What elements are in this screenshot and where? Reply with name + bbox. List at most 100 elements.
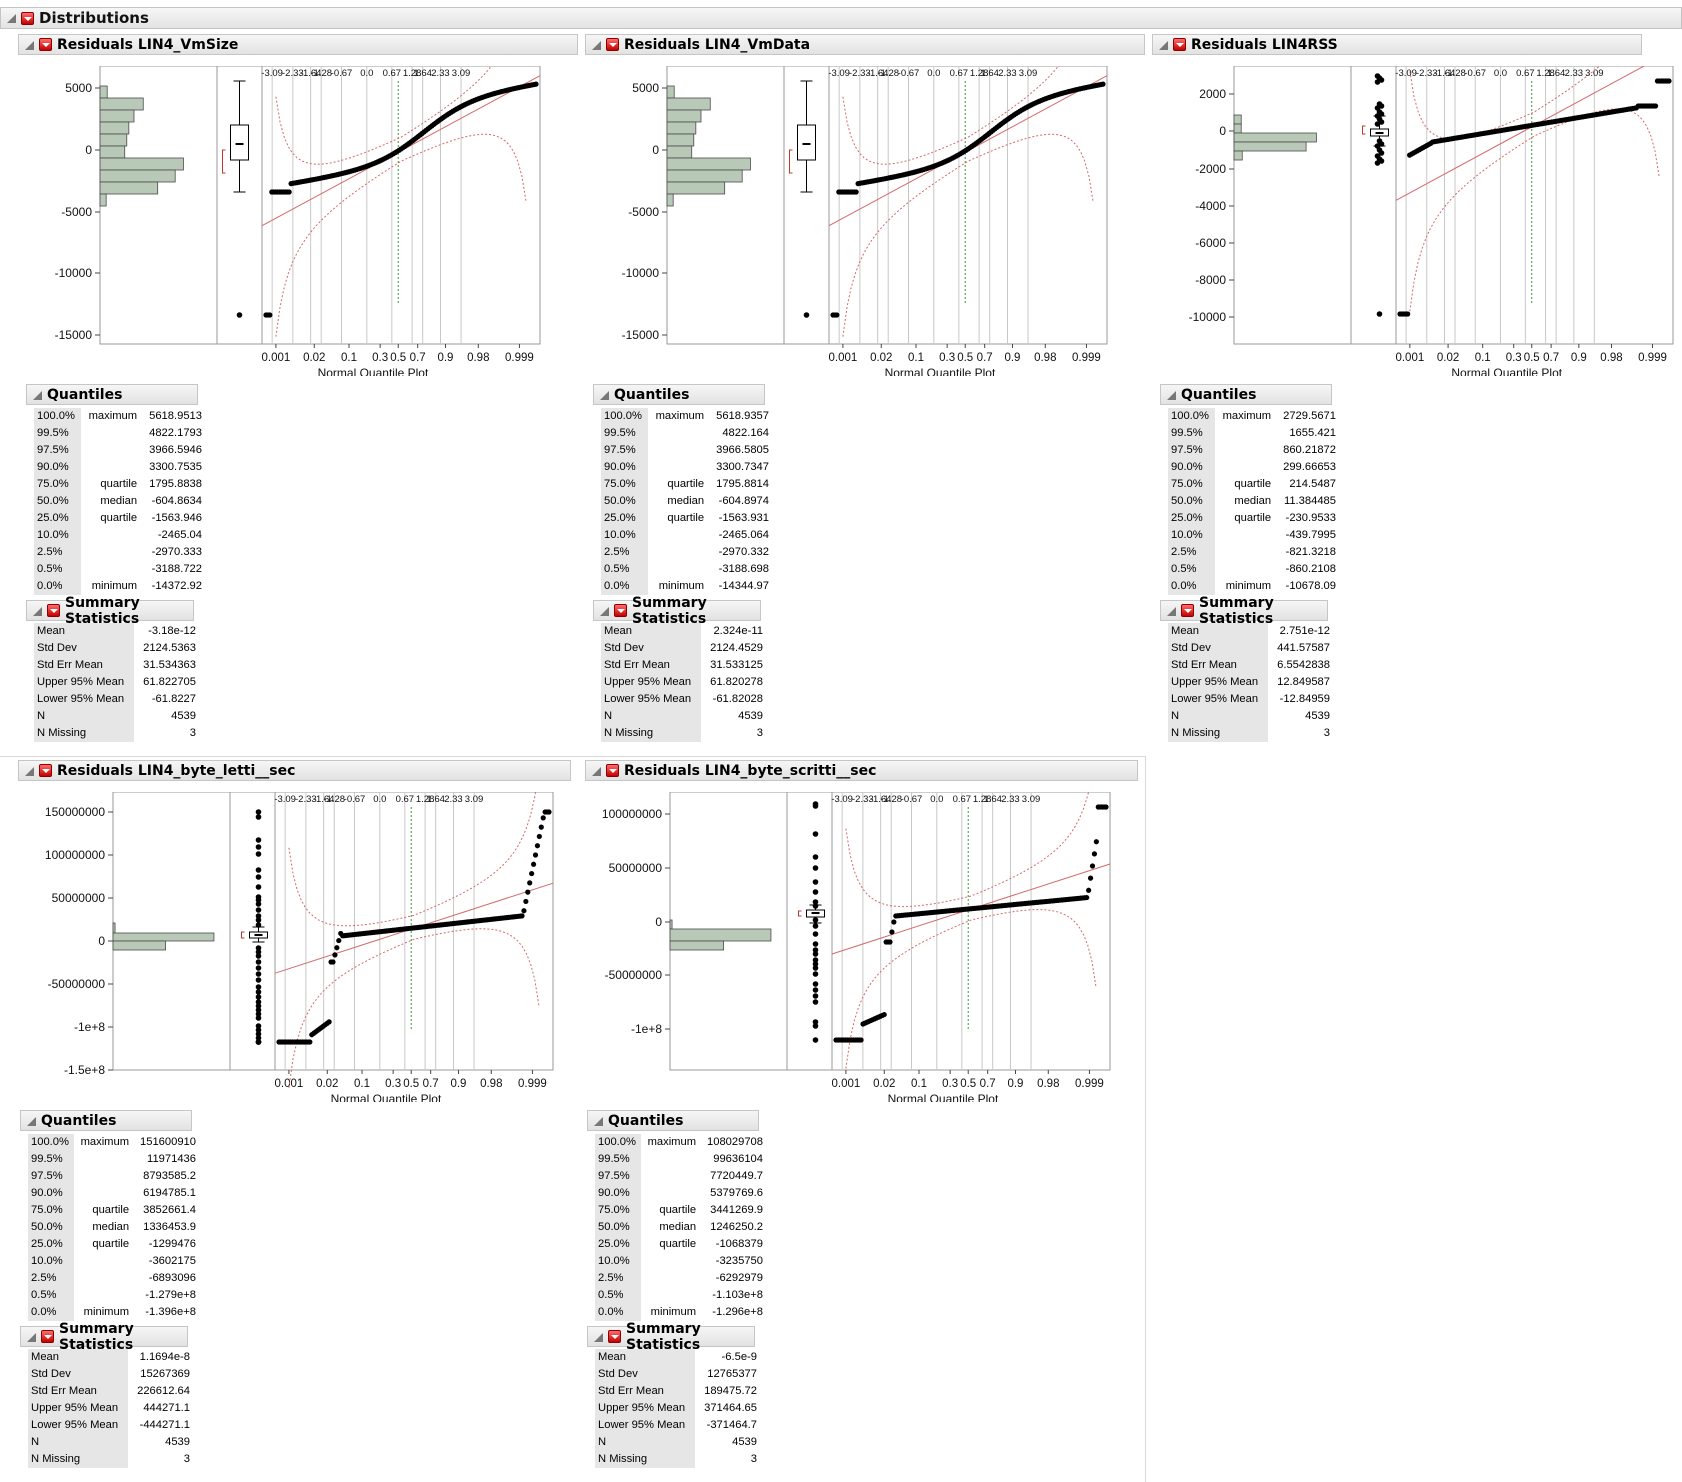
red-triangle-menu-icon[interactable] [608, 1330, 621, 1343]
disclosure-icon[interactable] [27, 1332, 37, 1342]
nqp-top-tick-label: 0.0 [927, 68, 940, 79]
quantile-level: 100.0% [1168, 408, 1215, 425]
nqp-top-tick-label: -1.28 [880, 794, 902, 805]
summary-header[interactable]: Summary Statistics [20, 1321, 188, 1353]
quantile-row: 99.5% 11971436 [28, 1151, 200, 1168]
distribution-plot[interactable]: 100000000 50000000 0 -50000000 -1e+8 -3.09 -2.… [597, 792, 1120, 1102]
quantile-row: 2.5% -2970.332 [601, 544, 773, 561]
histogram-bar [666, 157, 751, 171]
box-outlier-point [812, 993, 819, 999]
summary-label: Upper 95% Mean [34, 674, 135, 691]
quantiles-header[interactable]: Quantiles [1160, 384, 1332, 405]
quantile-value: 3966.5805 [716, 444, 769, 456]
quantile-level: 0.0% [34, 578, 81, 595]
quantile-value: 5379769.6 [710, 1187, 763, 1199]
nqp-data-point [532, 852, 539, 858]
red-triangle-menu-icon[interactable] [47, 604, 60, 617]
quantile-label: minimum [650, 1306, 697, 1318]
summary-header[interactable]: Summary Statistics [26, 595, 194, 627]
red-triangle-menu-icon[interactable] [41, 1330, 54, 1343]
distribution-header[interactable]: Residuals LIN4RSS [1152, 34, 1642, 55]
disclosure-icon[interactable] [1159, 40, 1169, 50]
disclosure-icon[interactable] [600, 390, 610, 400]
red-triangle-menu-icon[interactable] [21, 11, 34, 25]
red-triangle-menu-icon[interactable] [614, 604, 627, 617]
box-outlier-point [255, 897, 262, 903]
summary-label: Mean [1168, 623, 1269, 640]
nqp-confidence-band [288, 928, 540, 1088]
nqp-axis-label: Normal Quantile Plot [318, 366, 429, 376]
distribution-plot[interactable]: 5000 0 -5000 -10000 -15000 -3.09 -2.33-1.64-1.… [597, 66, 1117, 376]
disclosure-icon[interactable] [33, 606, 43, 616]
nqp-bottom-tick-label: 0.7 [410, 352, 426, 364]
distribution-header[interactable]: Residuals LIN4_VmData [585, 34, 1145, 55]
red-triangle-menu-icon[interactable] [1173, 38, 1186, 51]
summary-value: 15267369 [140, 1368, 190, 1380]
box-outlier-point [255, 959, 262, 965]
disclosure-icon[interactable] [600, 606, 610, 616]
nqp-bottom-tick-label: 0.001 [275, 1078, 304, 1090]
histogram-bar [99, 85, 108, 99]
quantiles-header[interactable]: Quantiles [20, 1110, 192, 1131]
quantile-level: 75.0% [1168, 476, 1215, 493]
summary-row: Std Err Mean 31.533125 [601, 657, 767, 674]
disclosure-icon[interactable] [7, 13, 17, 23]
disclosure-icon[interactable] [592, 766, 602, 776]
nqp-bottom-tick-label: 0.7 [1543, 352, 1559, 364]
disclosure-icon[interactable] [594, 1332, 604, 1342]
summary-title: Summary Statistics [59, 1320, 134, 1353]
box-plot-frame [786, 792, 833, 1071]
red-triangle-menu-icon[interactable] [606, 38, 619, 51]
quantiles-header[interactable]: Quantiles [593, 384, 765, 405]
box-outlier-point [255, 884, 262, 890]
y-tick-label: -15000 [622, 328, 660, 342]
disclosure-icon[interactable] [1167, 390, 1177, 400]
red-triangle-menu-icon[interactable] [1181, 604, 1194, 617]
quantile-value: 1655.421 [1289, 427, 1336, 439]
disclosure-icon[interactable] [592, 40, 602, 50]
disclosure-icon[interactable] [594, 1116, 604, 1126]
nqp-top-tick-label: -1.28 [877, 68, 899, 79]
nqp-data-point [536, 833, 542, 840]
quantile-value: -2970.333 [151, 546, 202, 558]
disclosure-icon[interactable] [27, 1116, 37, 1126]
quantile-row: 25.0% quartile -230.9533 [1168, 510, 1340, 527]
distribution-header[interactable]: Residuals LIN4_byte_scritti__sec [585, 760, 1138, 781]
red-triangle-menu-icon[interactable] [606, 764, 619, 777]
distribution-plot[interactable]: 2000 0 -2000 -4000 -6000 -8000 -10000 -3.09-2.3… [1164, 66, 1682, 376]
distributions-header[interactable]: Distributions [0, 7, 1682, 29]
disclosure-icon[interactable] [33, 390, 43, 400]
quantile-row: 0.0% minimum -14372.92 [34, 578, 206, 595]
distribution-header[interactable]: Residuals LIN4_byte_letti__sec [18, 760, 571, 781]
quantiles-header[interactable]: Quantiles [587, 1110, 759, 1131]
quantiles-table: 100.0% maximum 5618.9357 99.5% 4822.164 97.5%… [601, 408, 773, 595]
box-outlier-point [812, 957, 819, 963]
red-triangle-menu-icon[interactable] [39, 38, 52, 51]
quantile-row: 100.0% maximum 5618.9357 [601, 408, 773, 425]
box-outlier-point [255, 1039, 262, 1045]
distribution-plot[interactable]: 150000000 100000000 50000000 0 -50000000 -1e+… [30, 792, 563, 1102]
box-outlier-point [255, 949, 262, 955]
summary-header[interactable]: Summary Statistics [1160, 595, 1328, 627]
quantile-row: 90.0% 6194785.1 [28, 1185, 200, 1202]
distribution-plot[interactable]: 5000 0 -5000 -10000 -15000 -3.09 -2.33-1.64-1.… [30, 66, 550, 376]
box-outlier-point [812, 965, 819, 971]
summary-header[interactable]: Summary Statistics [593, 595, 761, 627]
quantiles-header[interactable]: Quantiles [26, 384, 198, 405]
nqp-top-tick-label: 1.64 [426, 794, 445, 805]
summary-value: 444271.1 [143, 1402, 190, 1414]
nqp-top-tick-label: 0.0 [360, 68, 373, 79]
disclosure-icon[interactable] [25, 40, 35, 50]
summary-label: Std Err Mean [1168, 657, 1269, 674]
quantile-row: 25.0% quartile -1563.931 [601, 510, 773, 527]
disclosure-icon[interactable] [1167, 606, 1177, 616]
summary-header[interactable]: Summary Statistics [587, 1321, 755, 1353]
distribution-header[interactable]: Residuals LIN4_VmSize [18, 34, 578, 55]
summary-label: N Missing [1168, 725, 1269, 742]
red-triangle-menu-icon[interactable] [39, 764, 52, 777]
nqp-bottom-tick-label: 0.9 [1004, 352, 1020, 364]
quantile-label [641, 1253, 700, 1270]
disclosure-icon[interactable] [25, 766, 35, 776]
normal-quantile-plot-frame [274, 792, 554, 1071]
nqp-top-tick-label: -0.67 [331, 68, 353, 79]
